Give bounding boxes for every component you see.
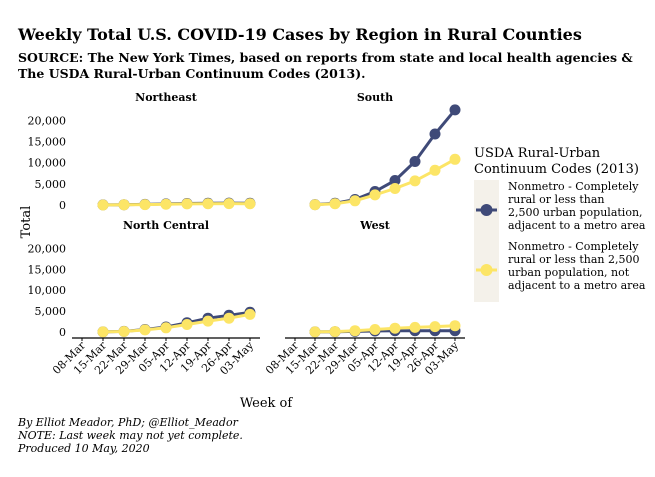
data-point-south-1 <box>449 104 461 116</box>
data-point-south-2 <box>349 195 361 207</box>
data-point-west-2 <box>449 320 461 332</box>
y-tick-label: 20,000 <box>28 242 67 255</box>
facet-northeast: Northeast 0 5,000 10,000 15,000 20,000 <box>28 91 256 212</box>
data-point-northeast-2 <box>160 198 172 210</box>
data-point-north-central-2 <box>97 326 109 338</box>
legend: USDA Rural-Urban Continuum Codes (2013) … <box>474 146 646 302</box>
legend-entry-2-line-4: adjacent to a metro area <box>508 279 646 292</box>
legend-entry-1-line-1: Nonmetro - Completely <box>508 180 639 193</box>
y-tick-label: 15,000 <box>28 136 67 149</box>
y-tick-label: 0 <box>59 199 66 212</box>
y-tick-label: 5,000 <box>35 178 67 191</box>
legend-title-line-1: USDA Rural-Urban <box>474 146 601 161</box>
facet-grid: Northeast 0 5,000 10,000 15,000 20,000 South No… <box>28 91 465 378</box>
data-point-north-central-2 <box>223 312 235 324</box>
data-point-north-central-2 <box>139 324 151 336</box>
y-tick-label: 5,000 <box>35 305 67 318</box>
data-point-northeast-2 <box>181 198 193 210</box>
data-point-northeast-2 <box>223 198 235 210</box>
caption-line-1: By Elliot Meador, PhD; @Elliot_Meador <box>17 416 239 429</box>
legend-key-point-1 <box>480 204 493 216</box>
legend-key-bg <box>474 180 499 302</box>
data-point-west-2 <box>389 322 401 334</box>
facet-south: South <box>309 91 461 211</box>
data-point-west-2 <box>369 324 381 335</box>
data-point-west-2 <box>429 321 441 333</box>
data-point-northeast-2 <box>202 198 214 210</box>
caption-line-3: Produced 10 May, 2020 <box>17 442 150 455</box>
data-point-west-2 <box>309 326 321 338</box>
data-point-north-central-2 <box>244 308 256 320</box>
data-point-north-central-2 <box>118 326 130 337</box>
chart-subtitle-line-2: The USDA Rural-Urban Continuum Codes (20… <box>18 66 365 81</box>
data-point-west-2 <box>329 326 341 338</box>
legend-entry-2-line-3: urban population, not <box>508 266 630 279</box>
y-tick-label: 20,000 <box>28 114 67 127</box>
y-axis-title: Total <box>19 206 34 239</box>
caption-line-2: NOTE: Last week may not yet complete. <box>17 429 243 442</box>
data-point-west-2 <box>409 321 421 333</box>
data-point-south-2 <box>389 183 401 194</box>
data-point-south-1 <box>409 156 421 167</box>
data-point-northeast-2 <box>244 198 256 210</box>
chart-subtitle-line-1: SOURCE: The New York Times, based on rep… <box>18 50 633 65</box>
x-axis-title: Week of <box>240 396 294 411</box>
data-point-south-2 <box>409 175 421 187</box>
data-point-west-2 <box>349 325 361 337</box>
data-point-northeast-2 <box>97 199 109 211</box>
facet-label-north-central: North Central <box>123 219 209 232</box>
chart-title: Weekly Total U.S. COVID-19 Cases by Regi… <box>17 25 582 44</box>
legend-entry-2-line-2: rural or less than 2,500 <box>508 253 640 266</box>
facet-west: West08-Mar15-Mar22-Mar29-Mar05-Apr12-Apr… <box>263 219 465 378</box>
data-point-south-2 <box>369 189 381 201</box>
legend-entry-1-line-2: rural or less than <box>508 193 605 206</box>
facet-north-central: North Central05,00010,00015,00020,00008-… <box>28 219 260 378</box>
y-tick-label: 0 <box>59 326 66 339</box>
legend-entry-1-line-3: 2,500 urban population, <box>508 206 643 219</box>
legend-entry-2-line-1: Nonmetro - Completely <box>508 240 639 253</box>
data-point-northeast-2 <box>118 199 130 211</box>
y-tick-label: 15,000 <box>28 263 67 276</box>
legend-entry-1-line-4: adjacent to a metro area <box>508 219 646 232</box>
y-tick-label: 10,000 <box>28 284 67 297</box>
data-point-north-central-2 <box>202 315 214 327</box>
data-point-north-central-2 <box>160 322 172 334</box>
legend-key-point-2 <box>480 264 493 276</box>
y-tick-label: 10,000 <box>28 157 67 170</box>
data-point-south-2 <box>309 199 321 211</box>
legend-title-line-2: Continuum Codes (2013) <box>474 162 639 177</box>
facet-label-south: South <box>357 91 393 104</box>
data-point-south-2 <box>429 164 441 176</box>
data-point-south-2 <box>449 153 461 165</box>
data-point-south-1 <box>429 128 441 140</box>
facet-label-northeast: Northeast <box>135 91 198 104</box>
data-point-north-central-2 <box>181 319 193 330</box>
data-point-south-1 <box>389 175 401 186</box>
data-point-northeast-2 <box>139 199 151 211</box>
data-point-south-2 <box>329 198 341 210</box>
facet-label-west: West <box>359 219 391 232</box>
